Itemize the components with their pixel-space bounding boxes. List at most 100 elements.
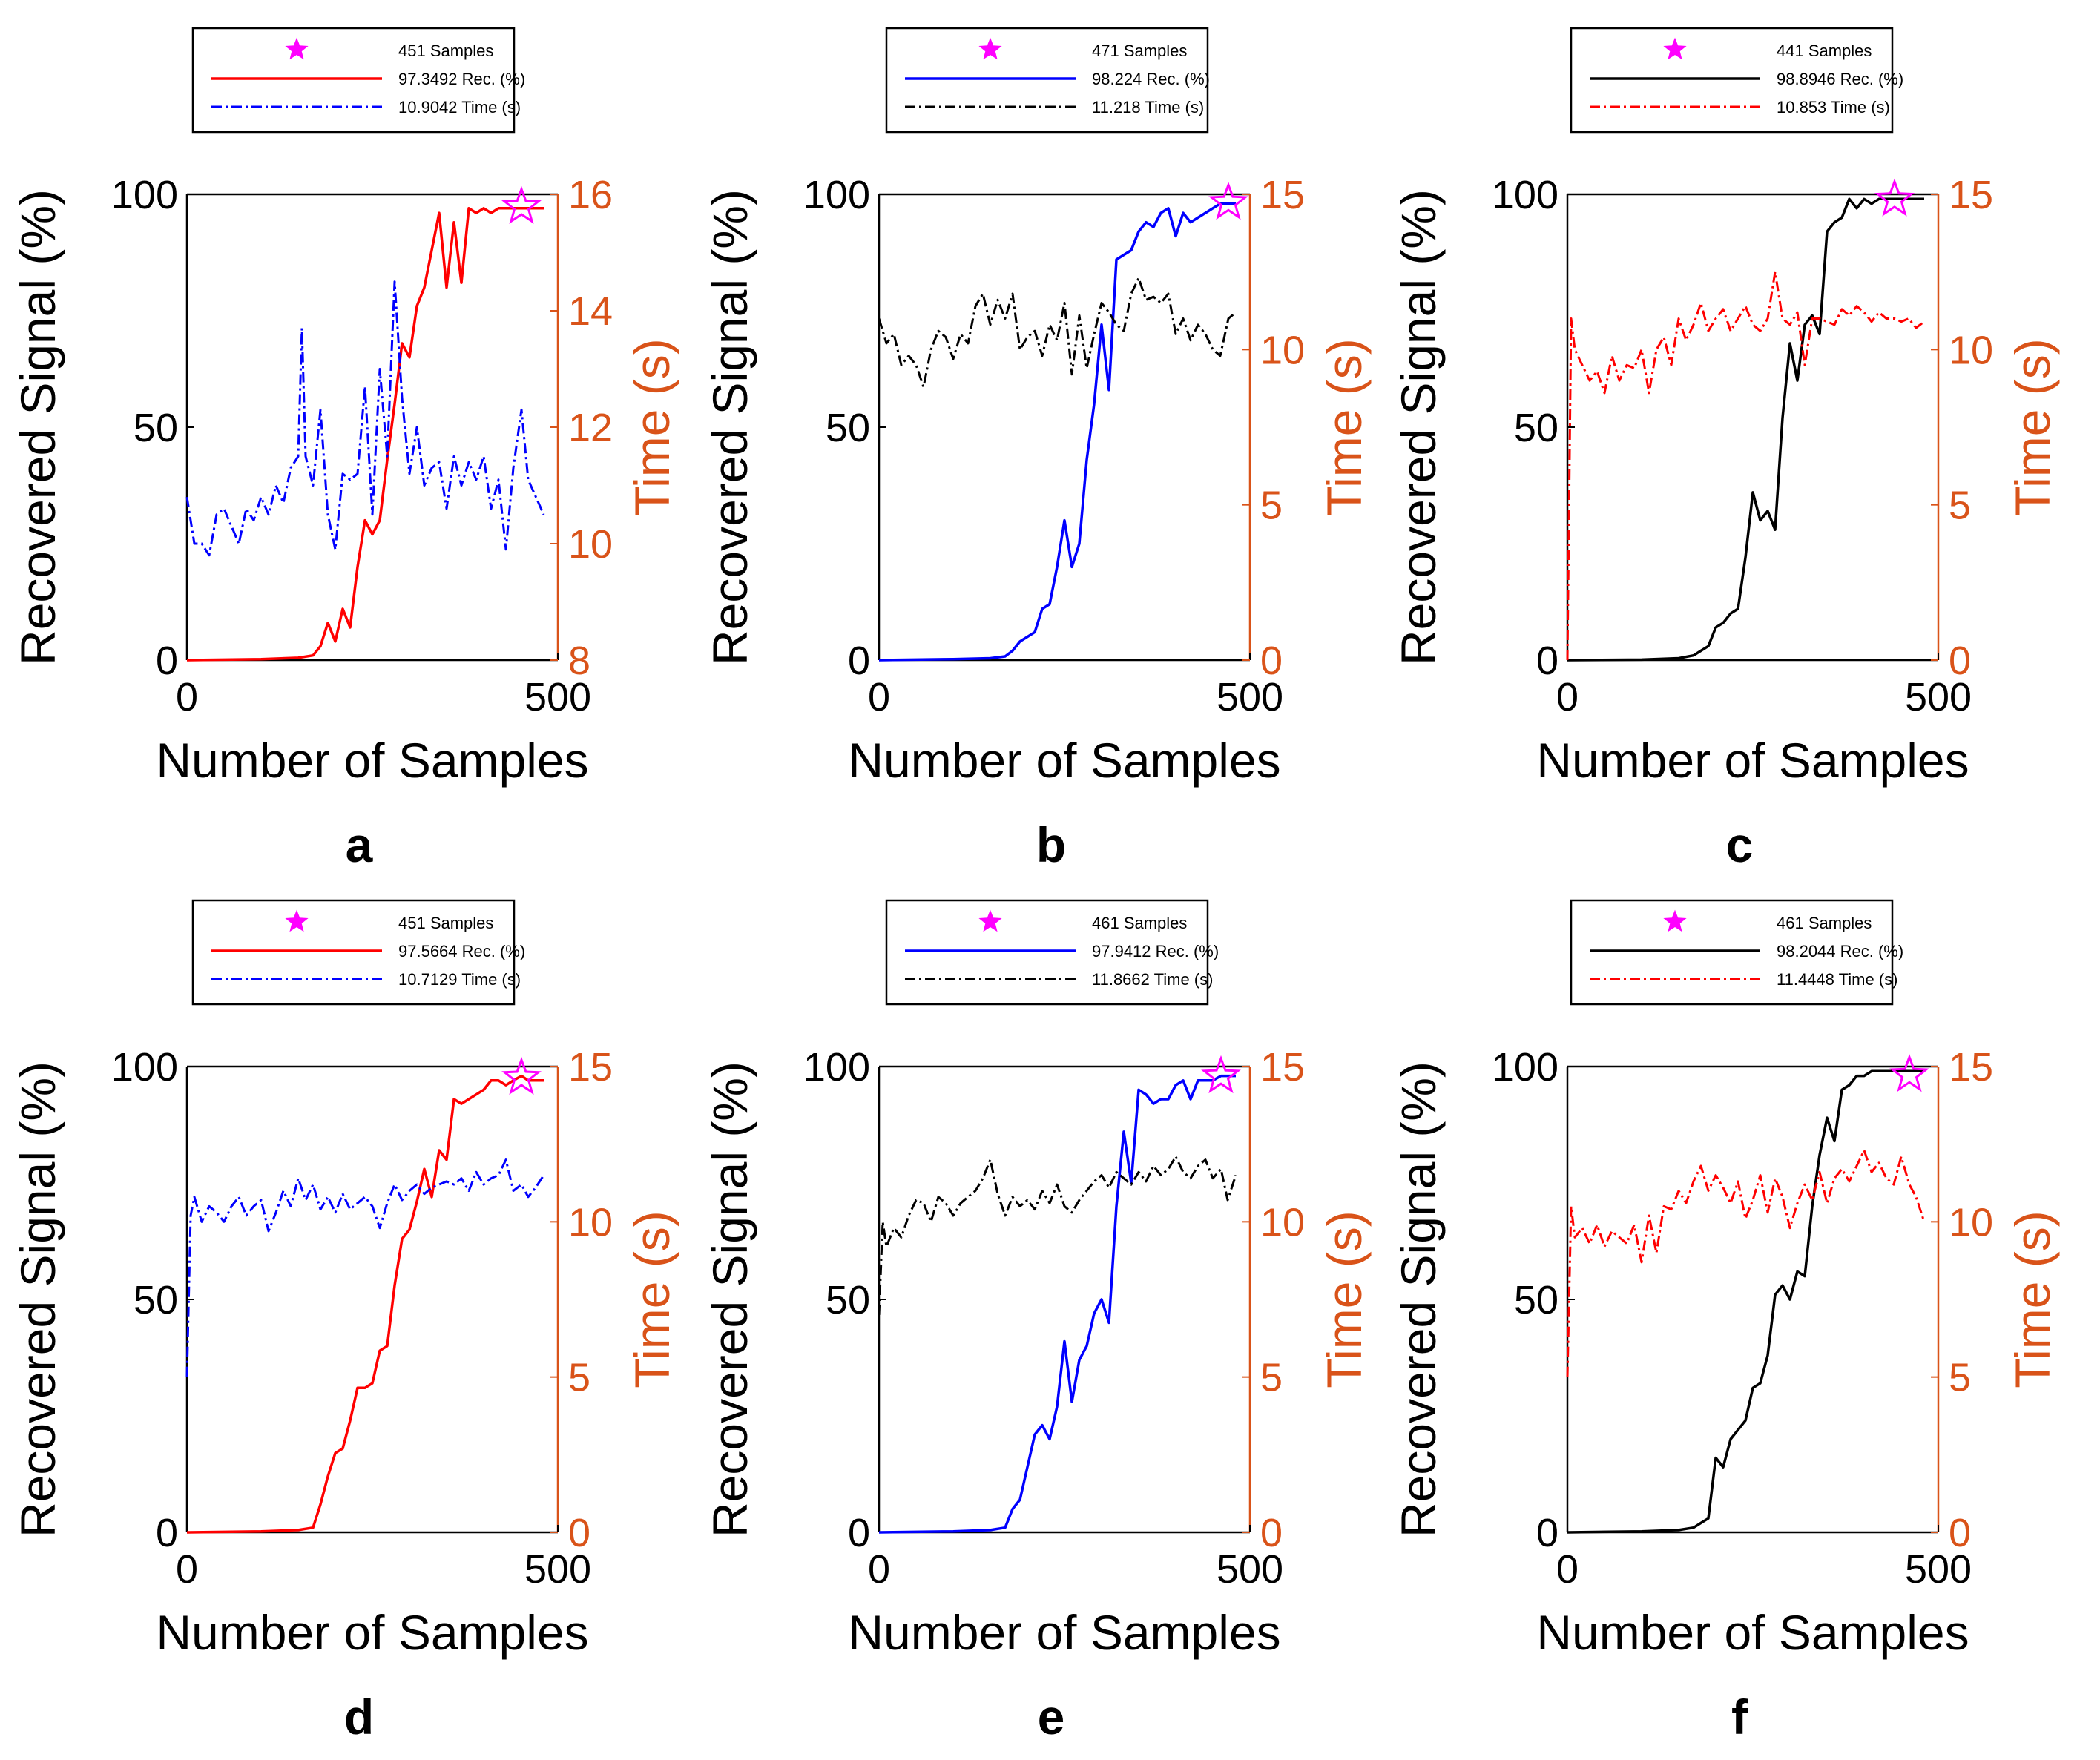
legend-marker-label: 451 Samples [398, 42, 493, 60]
recovered-signal-line [878, 202, 1236, 662]
x-axis-label: Number of Samples [1536, 733, 1969, 788]
left-y-tick-label: 50 [1514, 406, 1558, 450]
right-y-tick-label: 0 [1260, 1511, 1283, 1555]
right-y-tick-label: 0 [1949, 639, 1971, 683]
legend-rec-label: 97.3492 Rec. (%) [398, 70, 525, 88]
right-y-axis-label: Time (s) [1317, 1210, 1372, 1388]
left-y-tick-label: 100 [111, 173, 178, 217]
right-y-axis-label: Time (s) [2005, 1210, 2060, 1388]
x-tick-label: 500 [1905, 1547, 1972, 1592]
time-line [185, 1158, 545, 1377]
recovered-signal-line [186, 1074, 544, 1534]
star-marker [1208, 181, 1248, 220]
x-tick-label: 0 [1556, 675, 1579, 719]
right-y-tick-label: 5 [568, 1356, 590, 1400]
left-y-tick-label: 100 [803, 1045, 870, 1090]
right-y-axis-label: Time (s) [625, 1210, 679, 1388]
time-line [1566, 271, 1925, 661]
right-y-tick-label: 10 [568, 522, 613, 567]
legend-box [885, 27, 1209, 134]
left-y-tick-label: 100 [1492, 173, 1558, 217]
x-tick-label: 500 [524, 1547, 591, 1592]
star-marker [1889, 1053, 1929, 1092]
legend-marker-label: 471 Samples [1092, 42, 1187, 60]
x-tick-label: 0 [176, 675, 198, 719]
left-y-tick-label: 0 [156, 639, 178, 683]
right-y-tick-label: 10 [1260, 1200, 1305, 1245]
panel-letter: d [344, 1690, 374, 1744]
x-tick-label: 0 [1556, 1547, 1579, 1592]
right-y-axis-label: Time (s) [2005, 338, 2060, 516]
x-axis-label: Number of Samples [156, 1605, 588, 1660]
legend-rec-label: 98.2044 Rec. (%) [1777, 942, 1903, 960]
right-y-tick-label: 15 [568, 1045, 613, 1090]
legend-marker-label: 461 Samples [1092, 914, 1187, 932]
left-y-tick-label: 50 [134, 406, 178, 450]
panel-letter: c [1726, 817, 1754, 872]
left-y-tick-label: 0 [156, 1511, 178, 1555]
legend-box [191, 899, 516, 1006]
right-y-tick-label: 12 [568, 406, 613, 450]
right-y-tick-label: 8 [568, 639, 590, 683]
right-y-tick-label: 10 [1949, 328, 1993, 372]
left-y-tick-label: 50 [1514, 1278, 1558, 1322]
legend: 461 Samples 98.2044 Rec. (%) 11.4448 Time … [1570, 899, 1903, 1006]
time-line [878, 277, 1237, 389]
right-y-tick-label: 0 [1949, 1511, 1971, 1555]
legend-star-icon [978, 909, 1002, 932]
right-y-tick-label: 5 [1949, 1356, 1971, 1400]
right-y-tick-label: 15 [1949, 173, 1993, 217]
left-y-axis-label: Recovered Signal (%) [1391, 1061, 1446, 1537]
panel-letter: e [1038, 1690, 1065, 1744]
time-line [1566, 1149, 1926, 1377]
right-y-tick-label: 10 [568, 1200, 613, 1245]
recovered-signal-line [1567, 197, 1924, 662]
x-tick-label: 0 [176, 1547, 198, 1592]
right-y-tick-label: 15 [1260, 1045, 1305, 1090]
legend-time-label: 11.4448 Time (s) [1777, 970, 1897, 989]
x-axis-label: Number of Samples [1536, 1605, 1969, 1660]
legend: 471 Samples 98.224 Rec. (%) 11.218 Time (s… [885, 27, 1210, 134]
right-y-axis-label: Time (s) [625, 338, 679, 516]
chart-panel-a: 0 500 0 50 100 8 10 12 14 16 Number of Samples Reco… [10, 27, 679, 872]
left-y-tick-label: 50 [826, 406, 870, 450]
left-y-tick-label: 0 [848, 1511, 870, 1555]
x-axis-label: Number of Samples [848, 733, 1280, 788]
legend-star-icon [285, 909, 309, 932]
right-y-axis-label: Time (s) [1317, 338, 1372, 516]
legend-star-icon [1663, 37, 1687, 60]
recovered-signal-line [1567, 1069, 1924, 1534]
legend-time-label: 10.9042 Time (s) [398, 98, 521, 116]
legend-star-icon [285, 37, 309, 60]
legend-time-label: 11.8662 Time (s) [1092, 970, 1213, 989]
legend-rec-label: 98.8946 Rec. (%) [1777, 70, 1903, 88]
x-tick-label: 500 [1217, 1547, 1283, 1592]
left-y-tick-label: 0 [1536, 639, 1558, 683]
right-y-tick-label: 10 [1949, 1200, 1993, 1245]
star-marker [501, 185, 542, 224]
legend-star-icon [978, 37, 1002, 60]
legend: 451 Samples 97.5664 Rec. (%) 10.7129 Time … [191, 899, 525, 1006]
legend-box [885, 899, 1209, 1006]
legend-time-label: 11.218 Time (s) [1092, 98, 1204, 116]
right-y-tick-label: 15 [1949, 1045, 1993, 1090]
left-y-axis-label: Recovered Signal (%) [1391, 189, 1446, 665]
legend-time-label: 10.853 Time (s) [1777, 98, 1890, 116]
left-y-tick-label: 100 [1492, 1045, 1558, 1090]
legend: 451 Samples 97.3492 Rec. (%) 10.9042 Time … [191, 27, 525, 134]
legend-time-label: 10.7129 Time (s) [398, 970, 521, 989]
right-y-tick-label: 15 [1260, 173, 1305, 217]
star-marker [1201, 1055, 1241, 1094]
x-tick-label: 0 [868, 675, 890, 719]
right-y-tick-label: 0 [1260, 639, 1283, 683]
legend-box [1570, 899, 1894, 1006]
x-tick-label: 500 [1905, 675, 1972, 719]
legend-marker-label: 451 Samples [398, 914, 493, 932]
legend-marker-label: 441 Samples [1777, 42, 1872, 60]
legend-marker-label: 461 Samples [1777, 914, 1872, 932]
